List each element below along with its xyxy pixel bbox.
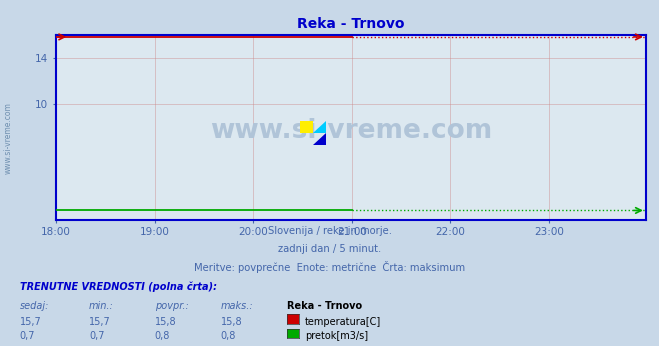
- Polygon shape: [313, 121, 326, 133]
- Text: www.si-vreme.com: www.si-vreme.com: [3, 102, 13, 174]
- Text: Meritve: povprečne  Enote: metrične  Črta: maksimum: Meritve: povprečne Enote: metrične Črta:…: [194, 261, 465, 273]
- Polygon shape: [313, 133, 326, 145]
- Text: sedaj:: sedaj:: [20, 301, 49, 311]
- Text: 15,7: 15,7: [20, 317, 42, 327]
- Text: 0,7: 0,7: [89, 331, 105, 342]
- Text: 0,8: 0,8: [155, 331, 170, 342]
- Text: 15,8: 15,8: [155, 317, 177, 327]
- Bar: [300, 121, 313, 133]
- Text: 0,7: 0,7: [20, 331, 36, 342]
- Text: min.:: min.:: [89, 301, 114, 311]
- Text: maks.:: maks.:: [221, 301, 254, 311]
- Title: Reka - Trnovo: Reka - Trnovo: [297, 17, 405, 31]
- Text: 15,7: 15,7: [89, 317, 111, 327]
- Text: zadnji dan / 5 minut.: zadnji dan / 5 minut.: [278, 244, 381, 254]
- Text: 15,8: 15,8: [221, 317, 243, 327]
- Text: pretok[m3/s]: pretok[m3/s]: [305, 331, 368, 342]
- Text: Slovenija / reke in morje.: Slovenija / reke in morje.: [268, 226, 391, 236]
- Text: TRENUTNE VREDNOSTI (polna črta):: TRENUTNE VREDNOSTI (polna črta):: [20, 282, 217, 292]
- Text: temperatura[C]: temperatura[C]: [305, 317, 382, 327]
- Text: Reka - Trnovo: Reka - Trnovo: [287, 301, 362, 311]
- Text: 0,8: 0,8: [221, 331, 236, 342]
- Text: www.si-vreme.com: www.si-vreme.com: [210, 118, 492, 144]
- Text: povpr.:: povpr.:: [155, 301, 188, 311]
